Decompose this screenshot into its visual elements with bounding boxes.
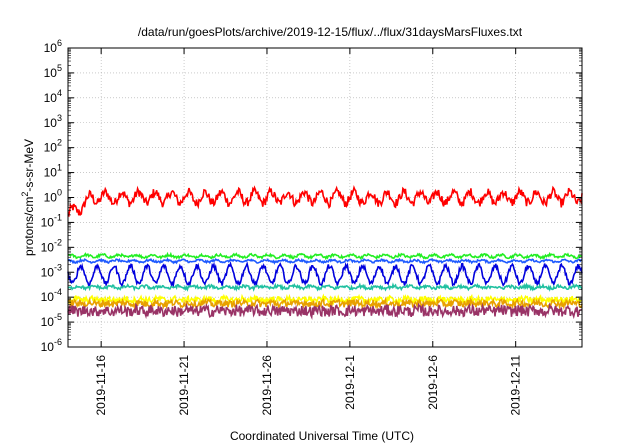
x-tick-label: 2019-12-11 bbox=[509, 355, 523, 416]
y-tick-label: 10-6 bbox=[41, 337, 62, 354]
y-tick-label: 105 bbox=[44, 63, 62, 80]
series-line bbox=[67, 251, 583, 261]
y-tick-label: 10-2 bbox=[41, 237, 62, 254]
y-tick-label: 104 bbox=[44, 88, 62, 105]
series-line bbox=[67, 257, 583, 265]
series-line bbox=[67, 261, 583, 289]
y-tick-label: 100 bbox=[44, 188, 62, 205]
y-tick-label: 102 bbox=[44, 138, 62, 155]
y-tick-label: 101 bbox=[44, 163, 62, 180]
series-line bbox=[67, 302, 583, 320]
y-tick-label: 106 bbox=[44, 38, 62, 55]
y-axis: 106 105 104 103 102 101 100 10-1 10-2 10-3 10-4 10-… bbox=[41, 38, 582, 354]
series-line bbox=[67, 185, 583, 218]
series-line bbox=[67, 296, 583, 311]
y-tick-label: 10-4 bbox=[41, 287, 62, 304]
grid bbox=[68, 47, 582, 348]
x-tick-label: 2019-12-1 bbox=[343, 355, 357, 410]
x-tick-label: 2019-12-6 bbox=[426, 355, 440, 410]
x-axis-label: Coordinated Universal Time (UTC) bbox=[230, 429, 414, 443]
x-tick-label: 2019-11-21 bbox=[177, 355, 191, 416]
y-axis-label: protons/cm2-s-sr-MeV bbox=[20, 139, 36, 256]
x-axis: 2019-11-16 2019-11-21 2019-11-26 2019-12-1 2… bbox=[94, 48, 523, 416]
y-tick-label: 10-1 bbox=[41, 212, 62, 229]
series-line bbox=[67, 293, 583, 307]
series-layer bbox=[67, 185, 583, 320]
series-line bbox=[67, 282, 583, 292]
x-tick-label: 2019-11-16 bbox=[94, 355, 108, 416]
y-tick-label: 10-3 bbox=[41, 262, 62, 279]
y-tick-label: 103 bbox=[44, 113, 62, 130]
chart-title: /data/run/goesPlots/archive/2019-12-15/f… bbox=[138, 25, 523, 39]
y-tick-label: 10-5 bbox=[41, 312, 62, 329]
x-tick-label: 2019-11-26 bbox=[260, 355, 274, 416]
